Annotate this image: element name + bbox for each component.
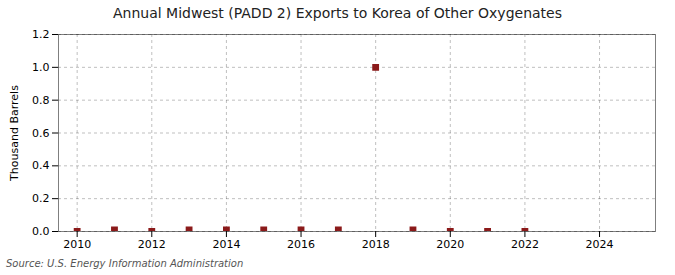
svg-text:0.0: 0.0 bbox=[32, 225, 50, 238]
html-text:Source: U.S. Energy Informatio: Source: U.S. Energy Information Administ… bbox=[6, 258, 244, 269]
html-text:Annual Midwest (PADD 2) Export: Annual Midwest (PADD 2) Exports to Korea… bbox=[113, 5, 562, 21]
svg-text:2024: 2024 bbox=[586, 238, 614, 251]
svg-text:Thousand Barrels: Thousand Barrels bbox=[8, 85, 21, 182]
svg-text:2022: 2022 bbox=[511, 238, 539, 251]
svg-text:0.6: 0.6 bbox=[32, 127, 50, 140]
svg-text:1.0: 1.0 bbox=[32, 61, 50, 74]
svg-text:2020: 2020 bbox=[436, 238, 464, 251]
svg-text:2016: 2016 bbox=[287, 238, 315, 251]
svg-text:2010: 2010 bbox=[63, 238, 91, 251]
svg-text:2018: 2018 bbox=[362, 238, 390, 251]
svg-text:2012: 2012 bbox=[138, 238, 166, 251]
svg-text:0.2: 0.2 bbox=[32, 192, 50, 205]
svg-text:1.2: 1.2 bbox=[32, 28, 50, 41]
svg-text:0.8: 0.8 bbox=[32, 94, 50, 107]
svg-text:0.4: 0.4 bbox=[32, 159, 50, 172]
svg-text:2014: 2014 bbox=[212, 238, 240, 251]
